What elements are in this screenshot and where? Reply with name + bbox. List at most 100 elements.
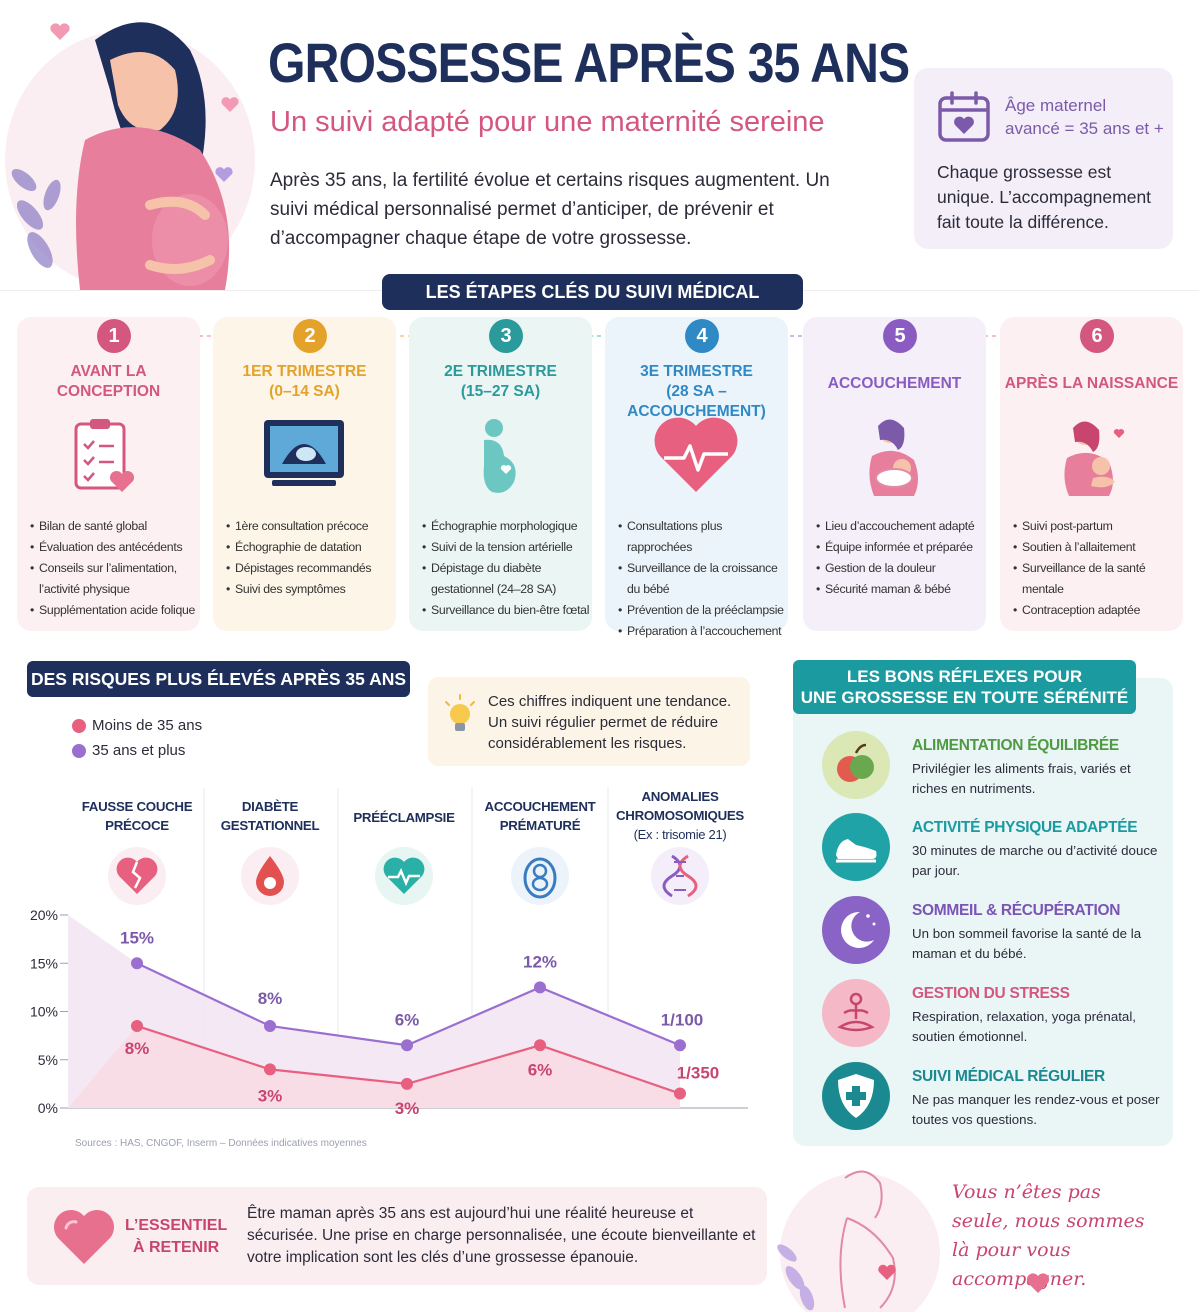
step-number: 6 xyxy=(1080,319,1114,353)
risk-category-line: FAUSSE COUCHE xyxy=(81,799,193,814)
step-title-line: APRÈS LA NAISSANCE xyxy=(1004,375,1179,392)
sources-note: Sources : HAS, CNGOF, Inserm – Données i… xyxy=(75,1138,367,1149)
list-item: Lieu d’accouchement adapté xyxy=(816,516,988,537)
step-title: AVANT LA CONCEPTION xyxy=(17,362,200,402)
data-point-under-35 xyxy=(131,1019,143,1032)
pregnant-outline-illustration xyxy=(777,1170,940,1312)
list-item: 1ère consultation précoce xyxy=(226,516,398,537)
list-item: Suivi post-partum xyxy=(1013,516,1185,537)
y-tick-label: 15% xyxy=(30,955,58,971)
step-list: Lieu d’accouchement adaptéÉquipe informé… xyxy=(816,516,988,600)
data-point-over-35 xyxy=(674,1039,686,1052)
steps-section-title: LES ÉTAPES CLÉS DU SUIVI MÉDICAL xyxy=(382,274,803,310)
summary-text: Être maman après 35 ans est aujourd’hui … xyxy=(247,1205,756,1266)
data-label-over-35: 6% xyxy=(395,1010,420,1029)
step-title: APRÈS LA NAISSANCE xyxy=(1000,374,1183,394)
risk-category-line: DIABÈTE xyxy=(241,799,299,814)
step-number: 5 xyxy=(883,319,917,353)
step-title-line: CONCEPTION xyxy=(56,383,161,400)
data-label-under-35: 8% xyxy=(125,1039,150,1058)
y-tick-label: 5% xyxy=(38,1052,58,1068)
list-item: Dépistages recommandés xyxy=(226,558,398,579)
calendar-heart-icon xyxy=(938,91,990,142)
reflex-text: Respiration, relaxation, yoga prénatal, … xyxy=(912,1009,1136,1044)
step-number: 1 xyxy=(97,319,131,353)
step-title-line: ACCOUCHEMENT xyxy=(827,375,962,392)
pregnant-silhouette-icon xyxy=(483,419,516,493)
risk-category-label: DIABÈTE GESTATIONNEL xyxy=(203,797,337,835)
list-item: Évaluation des antécédents xyxy=(30,537,202,558)
reflex-title: SOMMEIL & RÉCUPÉRATION xyxy=(912,902,1121,919)
reflexes-title: LES BONS RÉFLEXES POUR UNE GROSSESSE EN … xyxy=(793,660,1136,714)
legend-over-35: 35 ans et plus xyxy=(92,742,186,759)
risk-category-line: PRÉCOCE xyxy=(105,818,169,833)
list-item: Dépistage du diabète gestationnel (24–28… xyxy=(422,558,594,600)
blood-drop-icon xyxy=(241,847,299,905)
reflex-title: SUIVI MÉDICAL RÉGULIER xyxy=(912,1068,1105,1085)
data-label-over-35: 1/100 xyxy=(661,1010,704,1029)
sneaker-icon xyxy=(822,813,890,881)
step-title: 1ER TRIMESTRE (0–14 SA) xyxy=(213,362,396,402)
risk-category-label: PRÉÉCLAMPSIE xyxy=(337,808,471,827)
step-title-line: 3E TRIMESTRE xyxy=(640,363,753,380)
list-item: Contraception adaptée xyxy=(1013,600,1185,621)
data-point-under-35 xyxy=(264,1063,276,1076)
data-label-under-35: 6% xyxy=(528,1060,553,1079)
baby-in-womb-icon xyxy=(511,847,569,905)
risk-category-label: ACCOUCHEMENT PRÉMATURÉ xyxy=(473,797,607,835)
list-item: Conseils sur l’alimentation, l’activité … xyxy=(30,558,202,600)
list-item: Surveillance du bien-être fœtal xyxy=(422,600,594,621)
note-text: Ces chiffres indiquent une tendance. Un … xyxy=(488,693,732,752)
data-label-over-35: 12% xyxy=(523,952,557,971)
step-title: ACCOUCHEMENT xyxy=(803,374,986,394)
y-tick-label: 20% xyxy=(30,907,58,923)
list-item: Surveillance de la croissance du bébé xyxy=(618,558,790,600)
list-item: Surveillance de la santé mentale xyxy=(1013,558,1185,600)
lightbulb-icon xyxy=(445,694,475,731)
list-item: Soutien à l’allaitement xyxy=(1013,537,1185,558)
risk-category-line: ACCOUCHEMENT xyxy=(484,799,596,814)
list-item: Préparation à l’accouchement xyxy=(618,621,790,642)
reflex-text: Ne pas manquer les rendez-vous et poser … xyxy=(912,1092,1160,1127)
risk-category-label: FAUSSE COUCHE PRÉCOCE xyxy=(70,797,204,835)
mother-holding-baby-icon xyxy=(1064,421,1125,496)
reflex-title: ALIMENTATION ÉQUILIBRÉE xyxy=(912,737,1119,754)
data-point-under-35 xyxy=(674,1087,686,1100)
info-label: Âge maternel avancé = 35 ans et + xyxy=(1005,96,1164,138)
reflex-text: Privilégier les aliments frais, variés e… xyxy=(912,761,1131,796)
list-item: Consultations plus rapprochées xyxy=(618,516,790,558)
data-point-over-35 xyxy=(131,957,143,970)
pregnant-woman-illustration xyxy=(5,22,255,290)
intro-text: Après 35 ans, la fertilité évolue et cer… xyxy=(270,170,830,249)
page-title: GROSSESSE APRÈS 35 ANS xyxy=(268,31,910,94)
y-tick-label: 0% xyxy=(38,1100,58,1116)
risk-line-chart: 0% 5% 10% 15% 20% 15% 8% 6% 12% 1/100 8% 3% 3% 6% 1/35… xyxy=(30,788,748,1118)
step-number: 2 xyxy=(293,319,327,353)
dna-icon xyxy=(651,847,709,905)
risk-category-line: GESTATIONNEL xyxy=(220,818,320,833)
step-title-line: AVANT LA xyxy=(70,363,147,380)
step-list: Consultations plus rapprochéesSurveillan… xyxy=(618,516,790,642)
legend-under-35: Moins de 35 ans xyxy=(92,717,203,734)
reflex-title: ACTIVITÉ PHYSIQUE ADAPTÉE xyxy=(912,819,1138,836)
list-item: Échographie morphologique xyxy=(422,516,594,537)
data-label-under-35: 1/350 xyxy=(677,1064,720,1083)
summary-card xyxy=(27,1187,767,1285)
risk-category-line: PRÉMATURÉ xyxy=(499,818,581,833)
step-list: Bilan de santé globalÉvaluation des anté… xyxy=(30,516,202,621)
data-point-under-35 xyxy=(401,1077,413,1090)
step-list: Suivi post-partumSoutien à l’allaitement… xyxy=(1013,516,1185,621)
data-point-over-35 xyxy=(534,981,546,994)
reflex-title: GESTION DU STRESS xyxy=(912,985,1070,1002)
data-label-under-35: 3% xyxy=(258,1086,283,1105)
shield-cross-icon xyxy=(822,1062,890,1130)
y-tick-label: 10% xyxy=(30,1004,58,1020)
step-title-line: 1ER TRIMESTRE xyxy=(242,363,367,380)
mother-baby-icon xyxy=(869,419,918,496)
data-label-under-35: 3% xyxy=(395,1099,420,1118)
risks-section-title: DES RISQUES PLUS ÉLEVÉS APRÈS 35 ANS xyxy=(27,661,410,697)
list-item: Suivi de la tension artérielle xyxy=(422,537,594,558)
step-title: 3E TRIMESTRE (28 SA – ACCOUCHEMENT) xyxy=(605,362,788,422)
step-number: 3 xyxy=(489,319,523,353)
list-item: Équipe informée et préparée xyxy=(816,537,988,558)
